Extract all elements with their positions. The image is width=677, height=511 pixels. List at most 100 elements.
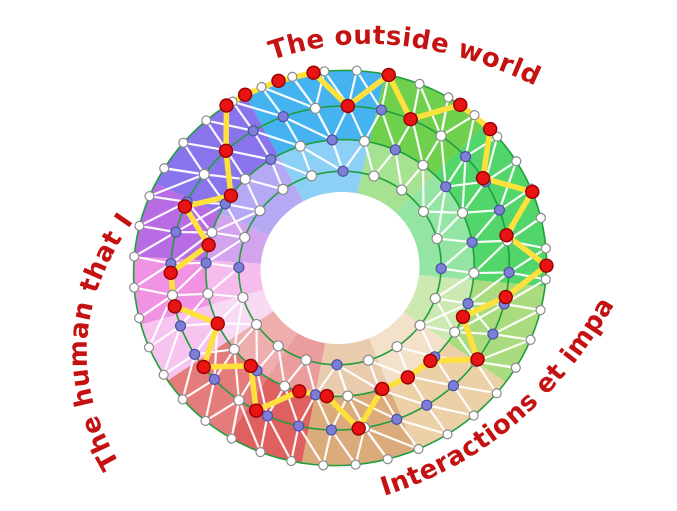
node-white (226, 433, 237, 444)
node-white (287, 71, 298, 82)
node-red (539, 258, 554, 273)
node-violet (391, 413, 403, 425)
node-white (129, 282, 140, 293)
node-white (254, 205, 266, 217)
node-white (391, 341, 403, 353)
node-red (219, 98, 234, 113)
node-white (535, 212, 546, 224)
node-white (350, 459, 361, 470)
node-white (417, 205, 430, 218)
node-white (443, 92, 454, 103)
node-violet (375, 104, 388, 116)
node-violet (435, 262, 447, 275)
node-white (201, 115, 212, 126)
node-violet (265, 153, 277, 166)
node-white (382, 454, 393, 465)
node-white (318, 460, 329, 471)
node-violet (421, 399, 433, 411)
node-white (198, 168, 210, 180)
node-red (218, 143, 234, 159)
node-red (351, 421, 366, 436)
label-human-that-i-am-text: The human that I am (0, 0, 148, 478)
node-white (525, 334, 536, 345)
node-white (237, 291, 249, 304)
node-violet (503, 266, 515, 279)
node-white (456, 207, 469, 219)
node-violet (466, 236, 478, 248)
node-red (306, 65, 321, 80)
node-red (375, 381, 390, 397)
node-white (202, 288, 214, 300)
node-red (525, 184, 540, 200)
node-red (223, 188, 239, 203)
node-violet (277, 111, 289, 123)
node-white (144, 191, 155, 202)
node-white (143, 342, 155, 353)
sector-mid-green-inner (357, 142, 435, 213)
node-violet (208, 373, 221, 385)
wheel-group (129, 65, 554, 471)
node-violet (200, 257, 212, 269)
node-violet (233, 261, 245, 274)
node-white (351, 65, 362, 76)
node-red (381, 67, 396, 83)
sector-pale-pink-inner (210, 289, 274, 342)
node-red (292, 384, 307, 399)
node-white (540, 243, 551, 254)
node-white (468, 410, 479, 421)
node-violet (493, 204, 506, 216)
sector-pale-green-inner (403, 275, 474, 343)
node-white (134, 312, 145, 324)
node-red (400, 370, 415, 385)
node-white (449, 326, 461, 338)
node-white (414, 78, 425, 89)
node-white (305, 170, 318, 182)
node-white (469, 110, 480, 121)
node-white (535, 305, 546, 316)
node-white (279, 380, 291, 392)
node-white (342, 390, 354, 402)
node-red (201, 237, 216, 253)
node-red (475, 170, 491, 186)
node-white (294, 140, 306, 152)
node-red (163, 265, 178, 280)
node-white (362, 354, 375, 366)
node-white (177, 394, 188, 405)
node-red (403, 112, 418, 127)
node-white (178, 137, 189, 148)
node-white (159, 163, 170, 174)
node-red (455, 309, 471, 325)
node-violet (487, 328, 499, 340)
node-white (134, 220, 145, 231)
node-violet (247, 125, 259, 137)
node-white (255, 447, 266, 458)
node-violet (189, 348, 201, 360)
node-white (129, 251, 140, 262)
node-red (243, 358, 259, 374)
node-white (491, 388, 502, 399)
node-red (498, 289, 513, 305)
node-white (442, 429, 453, 440)
node-violet (325, 424, 338, 436)
node-white (429, 292, 441, 305)
node-white (239, 173, 251, 185)
node-white (250, 318, 263, 331)
node-white (396, 184, 408, 196)
node-violet (447, 380, 460, 392)
sector-violet-inner (206, 213, 270, 264)
node-white (239, 231, 251, 244)
node-white (468, 267, 480, 279)
node-violet (292, 420, 305, 432)
node-white (256, 81, 267, 93)
sector-sky-blue-inner (278, 139, 370, 202)
node-white (511, 156, 522, 167)
node-violet (326, 134, 338, 146)
node-red (423, 353, 438, 369)
node-white (200, 415, 211, 426)
node-violet (459, 151, 472, 163)
node-white (233, 394, 245, 406)
sector-pale-tan (388, 342, 506, 451)
sector-tan-inner (315, 338, 389, 397)
node-white (413, 443, 424, 455)
node-violet (462, 297, 474, 310)
